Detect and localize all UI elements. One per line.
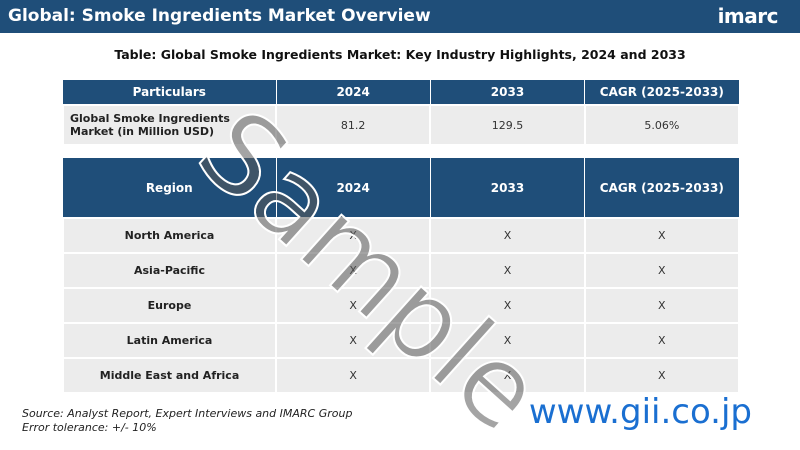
table-cell: X xyxy=(274,357,432,394)
table-row: Global Smoke Ingredients Market (in Mill… xyxy=(62,104,741,146)
table-row: Latin America X X X xyxy=(62,322,741,359)
table-cell: X xyxy=(583,357,741,394)
table-cell: 81.2 xyxy=(274,104,432,146)
table-cell: Latin America xyxy=(62,322,277,359)
table-cell: 5.06% xyxy=(583,104,741,146)
source-note: Source: Analyst Report, Expert Interview… xyxy=(22,407,353,420)
table-cell: Europe xyxy=(62,287,277,324)
table-row: Middle East and Africa X X X xyxy=(62,357,741,394)
column-header: CAGR (2025-2033) xyxy=(584,80,740,105)
table-cell: Asia-Pacific xyxy=(62,252,277,289)
table-cell: Middle East and Africa xyxy=(62,357,277,394)
header-row: Particulars 2024 2033 CAGR (2025-2033) xyxy=(63,80,740,105)
highlights-table: Particulars 2024 2033 CAGR (2025-2033) Globa… xyxy=(62,80,741,146)
logo: imarc xyxy=(717,4,779,28)
region-table: Region 2024 2033 CAGR (2025-2033) North Amer… xyxy=(62,158,741,394)
table-cell: X xyxy=(429,217,586,254)
site-link[interactable]: www.gii.co.jp xyxy=(528,392,752,432)
column-header: Particulars xyxy=(63,80,277,105)
column-header: 2024 xyxy=(276,80,431,105)
table-row: Europe X X X xyxy=(62,287,741,324)
table-cell: X xyxy=(274,217,432,254)
column-header: 2033 xyxy=(430,80,586,105)
table-cell: X xyxy=(274,287,432,324)
table-row: North America X X X xyxy=(62,217,741,254)
header-row: Region 2024 2033 CAGR (2025-2033) xyxy=(63,158,740,218)
title: Global: Smoke Ingredients Market Overvie… xyxy=(8,6,431,26)
column-header: 2033 xyxy=(430,158,586,218)
table-cell: X xyxy=(429,357,586,394)
column-header: Region xyxy=(63,158,277,218)
table-cell: X xyxy=(583,287,741,324)
table-cell: 129.5 xyxy=(429,104,586,146)
table-cell: X xyxy=(274,322,432,359)
table-cell: X xyxy=(429,287,586,324)
table-cell: X xyxy=(429,252,586,289)
table-cell: X xyxy=(583,217,741,254)
caption: Table: Global Smoke Ingredients Market: … xyxy=(114,47,686,62)
table-cell: North America xyxy=(62,217,277,254)
header-bar xyxy=(0,0,800,33)
column-header: 2024 xyxy=(276,158,431,218)
tolerance-note: Error tolerance: +/- 10% xyxy=(22,421,157,434)
table-cell: X xyxy=(274,252,432,289)
table-cell: Global Smoke Ingredients Market (in Mill… xyxy=(62,104,277,146)
table-row: Asia-Pacific X X X xyxy=(62,252,741,289)
table-cell: X xyxy=(429,322,586,359)
table-cell: X xyxy=(583,252,741,289)
table-cell: X xyxy=(583,322,741,359)
column-header: CAGR (2025-2033) xyxy=(584,158,740,218)
